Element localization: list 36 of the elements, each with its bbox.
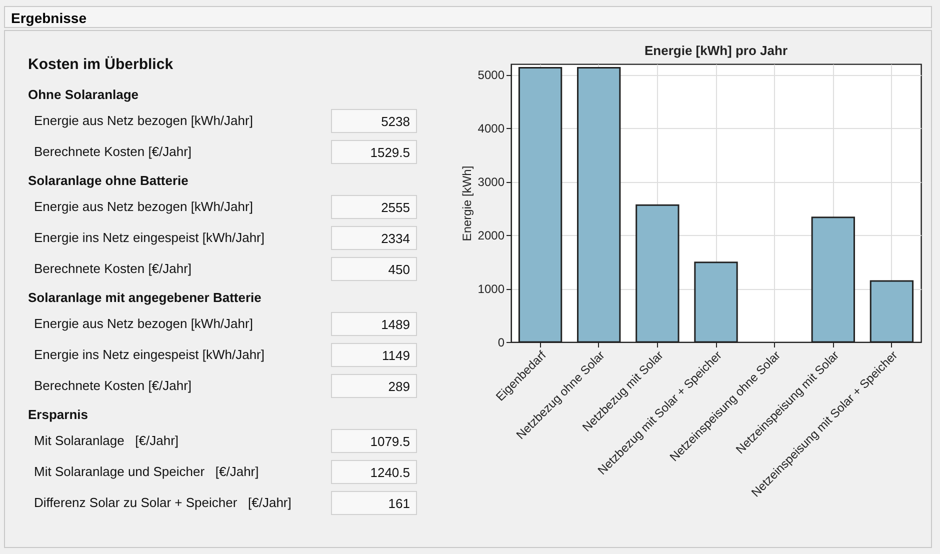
y-tick-label: 3000 bbox=[478, 175, 505, 190]
y-tick-label: 1000 bbox=[478, 282, 505, 296]
data-label: 2555 bbox=[331, 195, 417, 219]
y-axis-title: Energie [kWh] bbox=[460, 166, 474, 242]
data-label: 1079.5 bbox=[331, 429, 417, 453]
category-label: Mit Solaranlage [€/Jahr] bbox=[34, 433, 179, 448]
category-label: Ohne Solaranlage bbox=[28, 86, 140, 104]
chart-title: Energie [kWh] pro Jahr bbox=[644, 43, 788, 58]
category-label: Solaranlage ohne Batterie bbox=[28, 172, 190, 190]
y-tick-label: 2000 bbox=[478, 228, 505, 243]
data-label: 5238 bbox=[331, 109, 417, 133]
category-label: Energie aus Netz bezogen [kWh/Jahr] bbox=[34, 199, 253, 214]
y-tick-label: 4000 bbox=[478, 122, 505, 136]
y-tick-label: 5000 bbox=[478, 68, 505, 82]
data-label: 1240.5 bbox=[331, 460, 417, 484]
data-label: 289 bbox=[331, 374, 417, 398]
data-label: 161 bbox=[331, 491, 417, 515]
category-label: Ersparnis bbox=[28, 406, 89, 424]
category-label: Solaranlage mit angegebener Batterie bbox=[28, 289, 262, 307]
category-label: Energie ins Netz eingespeist [kWh/Jahr] bbox=[34, 347, 264, 362]
category-label: Energie aus Netz bezogen [kWh/Jahr] bbox=[34, 316, 253, 331]
data-label: 1149 bbox=[331, 343, 417, 367]
category-label: Differenz Solar zu Solar + Speicher [€/Jahr] bbox=[34, 495, 292, 510]
category-label: Berechnete Kosten [€/Jahr] bbox=[34, 144, 192, 159]
text: Kosten im Überblick bbox=[28, 56, 174, 73]
category-label: Mit Solaranlage und Speicher [€/Jahr] bbox=[34, 464, 259, 479]
data-label: 2334 bbox=[331, 226, 417, 250]
category-label: Berechnete Kosten [€/Jahr] bbox=[34, 261, 192, 276]
data-label: 1529.5 bbox=[331, 140, 417, 164]
category-label: Energie aus Netz bezogen [kWh/Jahr] bbox=[34, 113, 253, 128]
data-label: 450 bbox=[331, 257, 417, 281]
y-tick-label: 0 bbox=[498, 336, 505, 350]
data-label: 1489 bbox=[331, 312, 417, 336]
text: Ergebnisse bbox=[4, 6, 932, 28]
category-label: Berechnete Kosten [€/Jahr] bbox=[34, 378, 192, 393]
category-label: Energie ins Netz eingespeist [kWh/Jahr] bbox=[34, 230, 264, 245]
